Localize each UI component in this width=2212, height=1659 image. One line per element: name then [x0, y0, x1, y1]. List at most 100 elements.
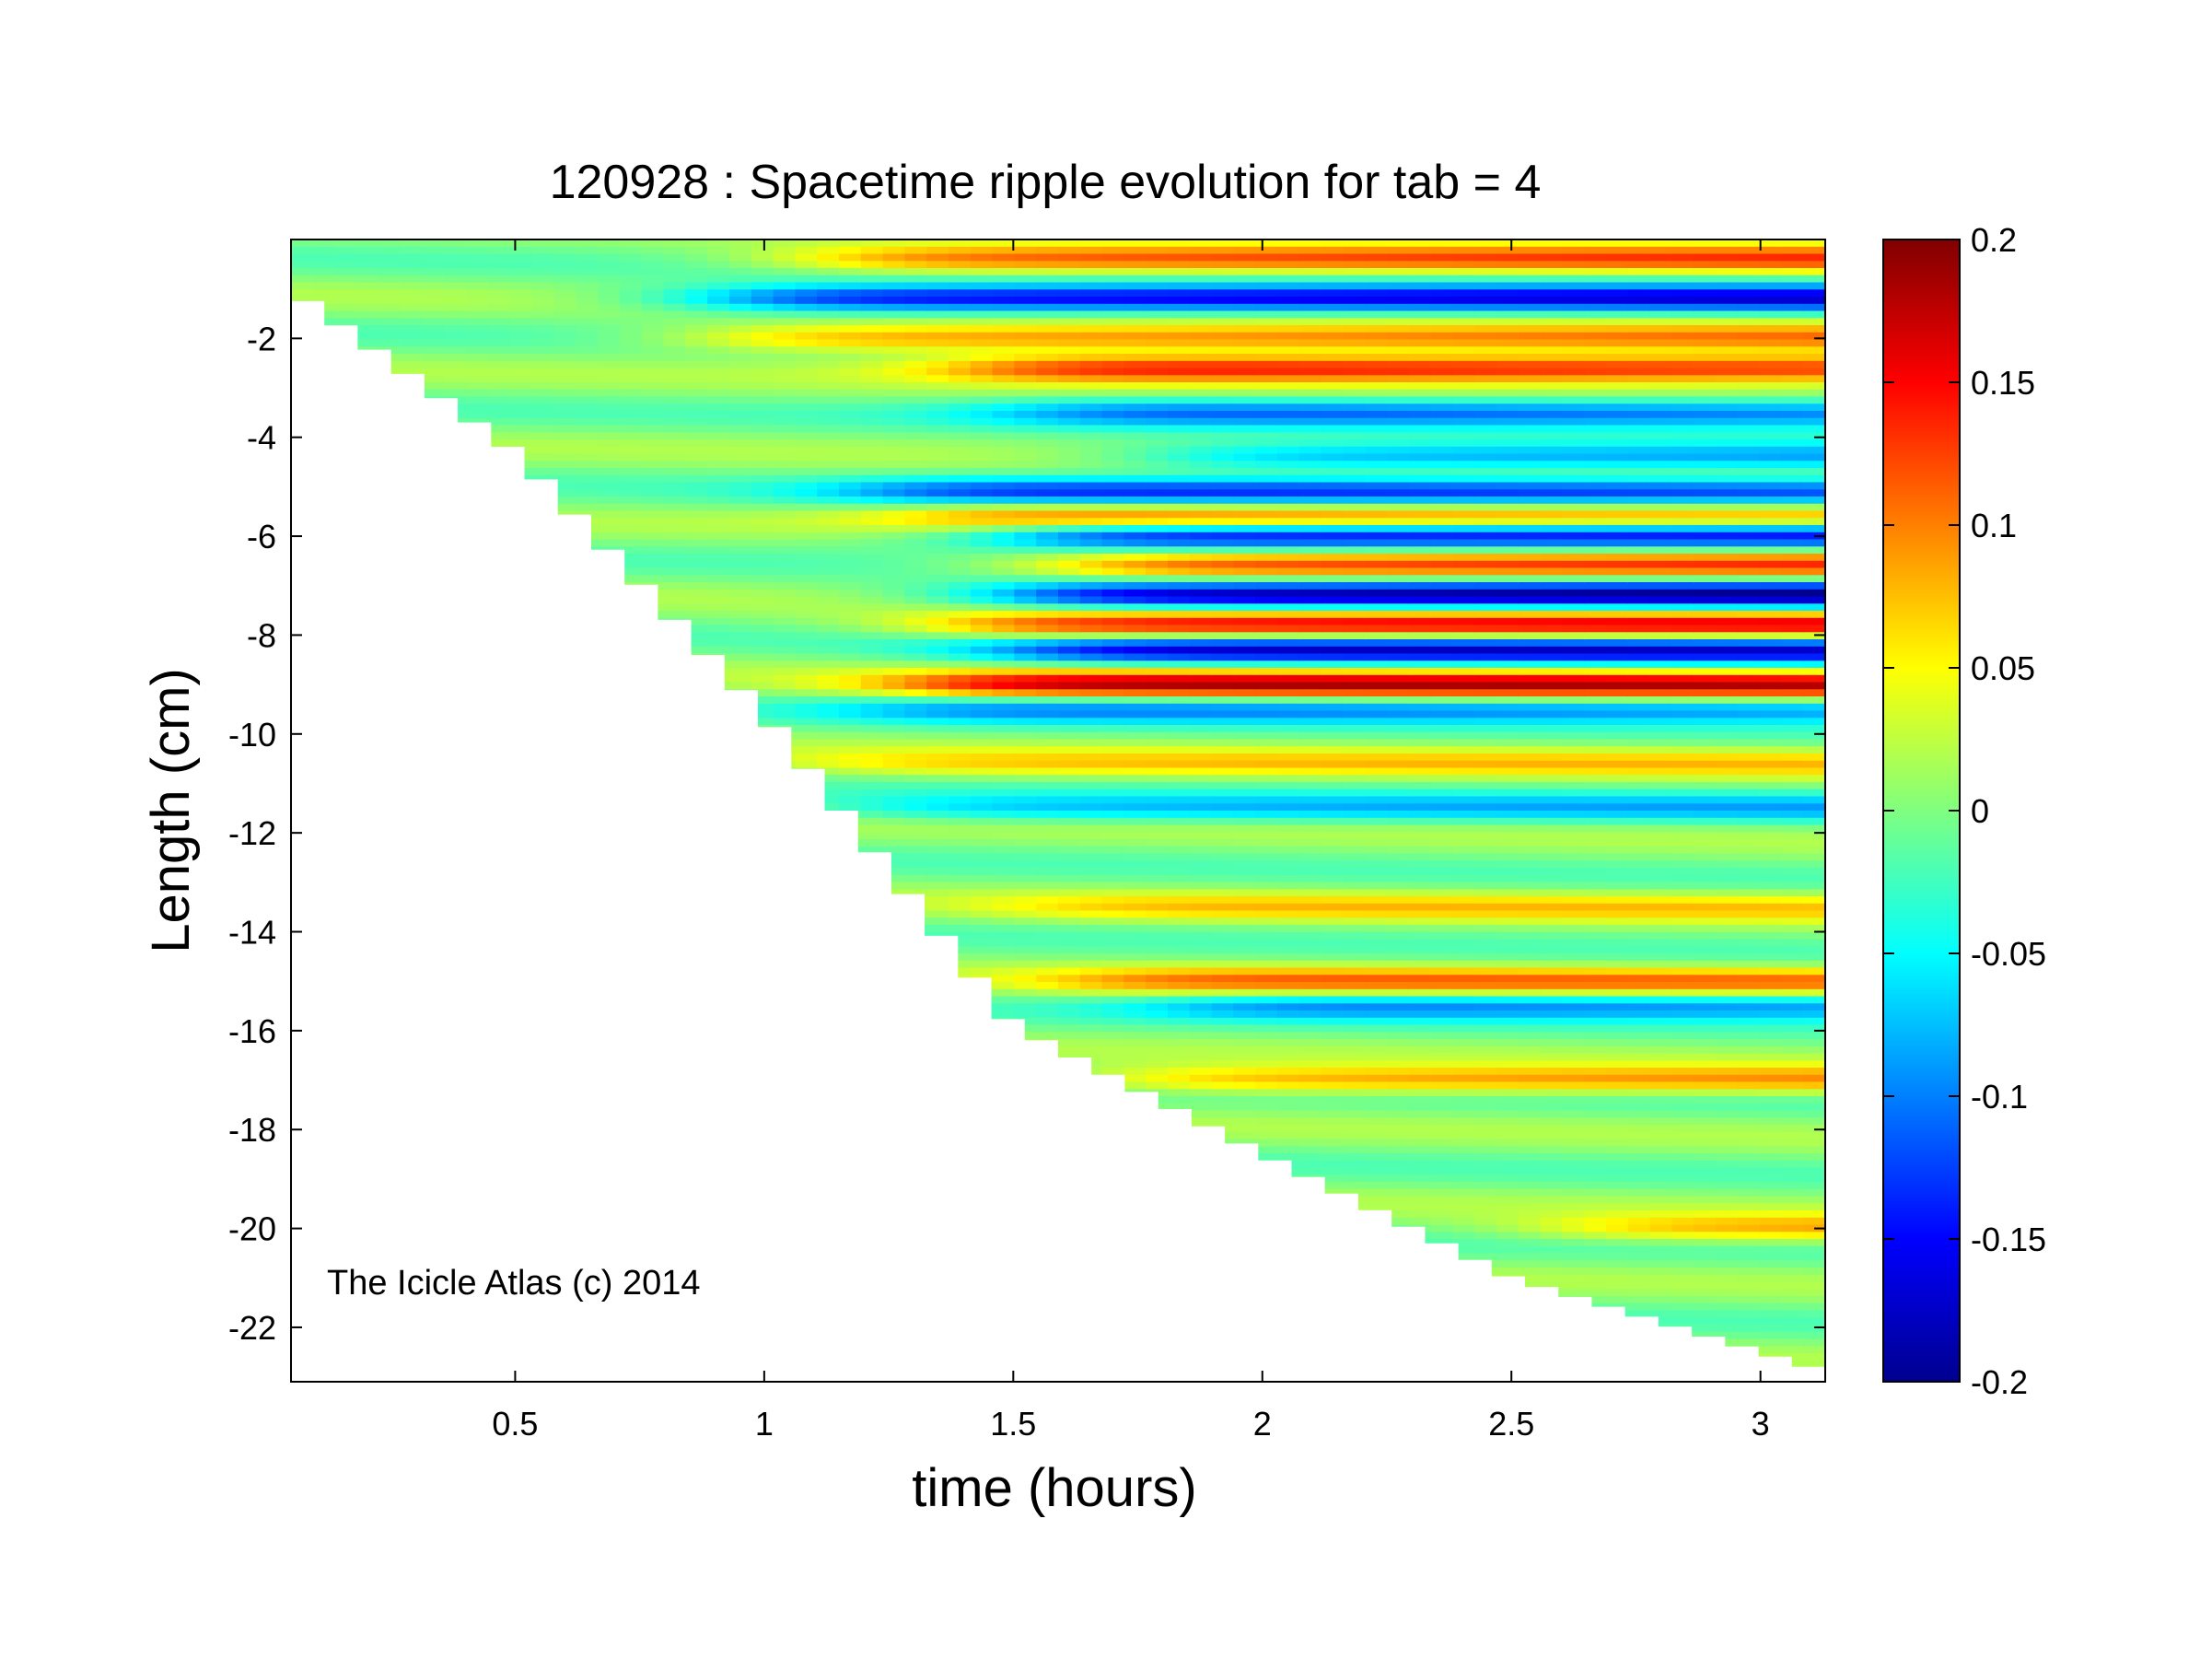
heatmap-cell	[663, 539, 687, 548]
heatmap-cell	[860, 617, 884, 626]
heatmap-cell	[444, 360, 468, 369]
heatmap-cell	[949, 674, 972, 683]
heatmap-cell	[401, 332, 424, 341]
heatmap-cell	[356, 297, 379, 305]
heatmap-cell	[926, 710, 949, 719]
heatmap-cell	[795, 253, 818, 263]
heatmap-cell	[949, 417, 972, 426]
heatmap-cell	[970, 318, 994, 326]
heatmap-cell	[904, 318, 927, 326]
heatmap-cell	[356, 282, 379, 291]
heatmap-cell	[795, 240, 818, 248]
heatmap-cell	[839, 617, 862, 626]
heatmap-cell	[466, 360, 489, 369]
heatmap-cell	[553, 253, 577, 263]
heatmap-cell	[356, 318, 379, 326]
heatmap-cell	[729, 282, 752, 291]
heatmap-cell	[751, 489, 774, 497]
heatmap-cell	[488, 268, 511, 276]
heatmap-cell	[663, 297, 687, 305]
heatmap-cell	[882, 889, 906, 897]
heatmap-cell	[576, 468, 599, 476]
heatmap-cell	[729, 240, 752, 248]
heatmap-cell	[926, 261, 949, 269]
heatmap-cell	[531, 318, 555, 326]
heatmap-cell	[949, 240, 972, 248]
heatmap-cell	[773, 617, 797, 626]
heatmap-cell	[926, 896, 949, 905]
heatmap-cell	[970, 375, 994, 383]
heatmap-cell	[751, 453, 774, 462]
heatmap-cell	[620, 360, 643, 369]
heatmap-cell	[663, 461, 687, 469]
heatmap-cell	[773, 411, 797, 419]
heatmap-cell	[904, 539, 927, 548]
heatmap-cell	[751, 510, 774, 520]
heatmap-cell	[839, 731, 862, 741]
heatmap-cell	[729, 575, 752, 583]
heatmap-cell	[949, 539, 972, 548]
heatmap-cell	[751, 339, 774, 348]
heatmap-cell	[882, 303, 906, 312]
heatmap-cell	[904, 518, 927, 526]
heatmap-cell	[839, 246, 862, 255]
heatmap-cell	[817, 539, 840, 548]
heatmap-cell	[510, 439, 533, 448]
heatmap-cell	[926, 446, 949, 455]
heatmap-cell	[795, 668, 818, 676]
heatmap-cell	[860, 689, 884, 697]
heatmap-cell	[926, 282, 949, 291]
heatmap-cell	[839, 482, 862, 491]
heatmap-cell	[970, 303, 994, 312]
heatmap-cell	[860, 468, 884, 476]
heatmap-cell	[356, 275, 379, 284]
heatmap-cell	[466, 289, 489, 298]
heatmap-cell	[839, 403, 862, 412]
heatmap-cell	[882, 453, 906, 462]
heatmap-cell	[620, 546, 643, 555]
heatmap-cell	[949, 354, 972, 362]
heatmap-cell	[904, 503, 927, 512]
heatmap-cell	[685, 389, 708, 398]
heatmap-cell	[904, 817, 927, 826]
heatmap-cell	[773, 575, 797, 583]
heatmap-cell	[751, 289, 774, 298]
heatmap-cell	[291, 289, 314, 298]
heatmap-cell	[839, 653, 862, 662]
heatmap-cell	[839, 767, 862, 776]
heatmap-cell	[839, 346, 862, 355]
heatmap-cell	[795, 497, 818, 505]
heatmap-cell	[751, 682, 774, 691]
heatmap-cell	[707, 439, 730, 448]
heatmap-cell	[598, 268, 621, 276]
heatmap-cell	[926, 310, 949, 320]
heatmap-cell	[817, 603, 840, 612]
heatmap-cell	[904, 660, 927, 669]
heatmap-cell	[882, 289, 906, 298]
heatmap-cell	[466, 396, 489, 405]
heatmap-cell	[882, 710, 906, 719]
heatmap-cell	[422, 389, 446, 398]
heatmap-cell	[817, 710, 840, 719]
heatmap-cell	[926, 811, 949, 819]
heatmap-cell	[926, 489, 949, 497]
heatmap-cell	[860, 439, 884, 448]
heatmap-cell	[312, 289, 336, 298]
heatmap-cell	[904, 346, 927, 355]
heatmap-cell	[598, 411, 621, 419]
heatmap-cell	[553, 446, 577, 455]
heatmap-cell	[882, 674, 906, 683]
heatmap-cell	[751, 718, 774, 726]
heatmap-cell	[839, 803, 862, 812]
heatmap-cell	[817, 240, 840, 248]
heatmap-cell	[795, 674, 818, 683]
heatmap-cell	[729, 253, 752, 263]
heatmap-cell	[576, 503, 599, 512]
heatmap-cell	[576, 282, 599, 291]
heatmap-cell	[401, 368, 424, 377]
heatmap-cell	[531, 310, 555, 320]
heatmap-cell	[860, 282, 884, 291]
heatmap-cell	[707, 382, 730, 391]
heatmap-cell	[970, 425, 994, 434]
heatmap-cell	[553, 297, 577, 305]
